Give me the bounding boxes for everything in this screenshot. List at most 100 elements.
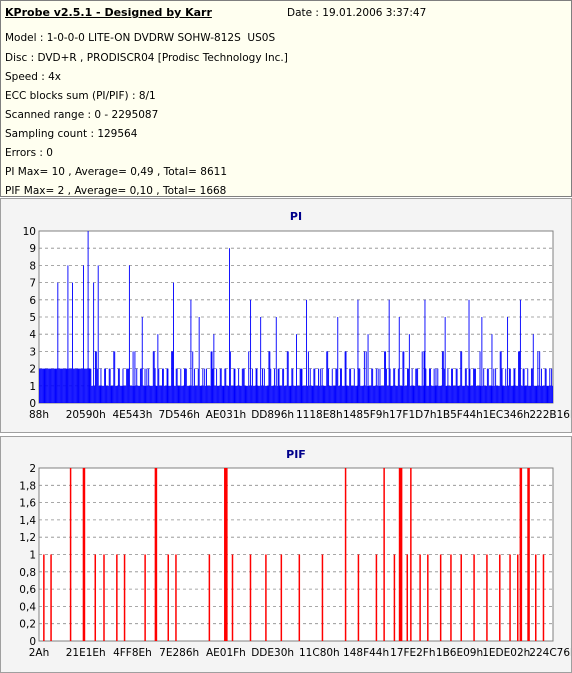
pi-bar bbox=[247, 385, 249, 403]
pif-y-tick-label: 0,4 bbox=[19, 601, 36, 613]
pi-bar bbox=[547, 385, 549, 403]
pi-bar bbox=[316, 385, 318, 403]
pi-bar bbox=[41, 368, 43, 403]
pi-bar bbox=[107, 385, 109, 403]
pi-bar bbox=[206, 385, 208, 403]
pi-bar bbox=[363, 385, 364, 403]
pi-y-tick-label: 9 bbox=[29, 243, 36, 255]
pi-bar bbox=[312, 385, 314, 403]
pi-bar bbox=[181, 385, 183, 403]
pi-bar bbox=[210, 351, 212, 403]
pi-bar bbox=[182, 385, 184, 403]
pi-bar bbox=[439, 385, 441, 403]
pi-bar bbox=[420, 385, 422, 403]
pi-bar bbox=[284, 385, 286, 403]
pi-bar bbox=[396, 385, 398, 403]
pi-bar bbox=[548, 385, 550, 403]
pi-bar bbox=[216, 368, 218, 403]
pi-bar bbox=[398, 317, 400, 403]
pif-bar bbox=[427, 554, 429, 641]
pi-bar bbox=[392, 385, 394, 403]
pi-bar bbox=[385, 351, 386, 403]
pi-bar bbox=[334, 385, 336, 403]
pi-bar bbox=[128, 368, 129, 403]
pi-bar bbox=[373, 385, 375, 403]
pif-bar bbox=[50, 554, 52, 641]
pi-bar bbox=[379, 368, 381, 403]
pi-bar bbox=[262, 368, 263, 403]
pi-bar bbox=[124, 385, 126, 403]
pif-bar bbox=[226, 468, 228, 641]
pi-bar bbox=[268, 351, 270, 403]
pi-bar bbox=[415, 368, 417, 403]
pi-bar bbox=[222, 385, 224, 403]
pi-bar bbox=[225, 368, 227, 403]
pi-bar bbox=[317, 385, 319, 403]
pi-bar bbox=[64, 368, 66, 403]
pi-bar bbox=[308, 385, 310, 403]
pi-bar bbox=[348, 385, 350, 403]
pi-bar bbox=[474, 368, 476, 403]
pi-bar bbox=[92, 385, 94, 403]
pi-bar bbox=[318, 385, 320, 403]
pi-bar bbox=[461, 351, 463, 403]
pi-bar bbox=[414, 385, 416, 403]
pif-bar bbox=[527, 468, 529, 641]
pi-bar bbox=[267, 385, 269, 403]
pif-bar bbox=[144, 554, 146, 641]
pi-bar bbox=[463, 385, 465, 403]
pi-bar bbox=[221, 385, 223, 403]
pi-bar bbox=[279, 385, 281, 403]
pi-x-tick-label: 1118E8h bbox=[296, 409, 343, 421]
pi-bar bbox=[127, 368, 129, 403]
pi-bar bbox=[500, 351, 502, 403]
pi-bar bbox=[114, 351, 116, 403]
pi-bar bbox=[322, 385, 324, 403]
pi-bar bbox=[74, 368, 76, 403]
pi-bar bbox=[406, 385, 408, 403]
pif-bar bbox=[344, 468, 347, 641]
pi-bar bbox=[59, 368, 61, 403]
pif-bar bbox=[400, 468, 403, 641]
pi-bar bbox=[431, 385, 433, 403]
pif-x-tick-label: 148F44h bbox=[343, 647, 389, 659]
pi-x-tick-label: 7D546h bbox=[158, 409, 199, 421]
pi-bar bbox=[486, 368, 488, 403]
pi-bar bbox=[433, 368, 435, 403]
pi-bar bbox=[537, 351, 539, 403]
pi-bar bbox=[200, 385, 202, 403]
pi-bar bbox=[72, 282, 73, 403]
pi-bar bbox=[484, 385, 486, 403]
pi-bar bbox=[218, 385, 220, 403]
pi-bar bbox=[48, 368, 50, 403]
pi-bar bbox=[39, 368, 40, 403]
pi-bar bbox=[195, 385, 196, 403]
pi-bar bbox=[464, 368, 466, 403]
pif-y-tick-label: 1,8 bbox=[19, 480, 36, 492]
pi-bar bbox=[538, 385, 540, 403]
range-line: Scanned range : 0 - 2295087 bbox=[5, 109, 159, 121]
pi-bar bbox=[492, 385, 494, 403]
pi-bar bbox=[491, 334, 493, 403]
pif-bar bbox=[375, 554, 378, 641]
pi-bar bbox=[540, 385, 542, 403]
pi-bar bbox=[336, 368, 338, 403]
pi-bar bbox=[76, 368, 78, 403]
pi-x-tick-label: 222B16h bbox=[529, 409, 571, 421]
pi-bar bbox=[118, 368, 120, 403]
pi-bar bbox=[453, 385, 455, 403]
pi-bar bbox=[250, 299, 252, 403]
pi-bar bbox=[320, 385, 322, 403]
pi-bar bbox=[435, 368, 437, 403]
pi-bar bbox=[407, 368, 409, 403]
pi-bar bbox=[220, 368, 222, 403]
pi-bar bbox=[290, 385, 292, 403]
pi-bar bbox=[128, 265, 130, 403]
pi-bar bbox=[416, 368, 418, 403]
pi-bar bbox=[231, 385, 233, 403]
pif-bar bbox=[520, 468, 523, 641]
pi-bar bbox=[91, 385, 93, 403]
pi-bar bbox=[251, 368, 253, 403]
app-title: KProbe v2.5.1 - Designed by Karr bbox=[5, 6, 212, 19]
pi-bar bbox=[94, 351, 96, 403]
